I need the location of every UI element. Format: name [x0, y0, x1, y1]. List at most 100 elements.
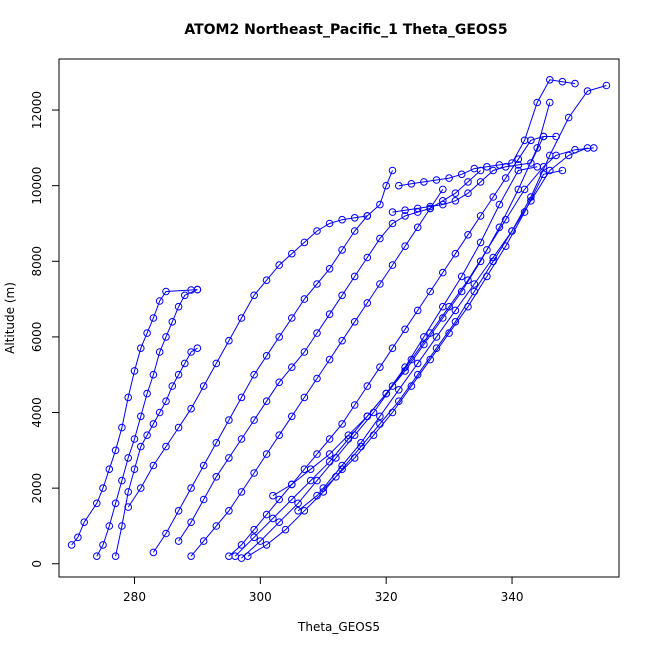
data-point	[451, 249, 460, 258]
data-point	[93, 552, 101, 561]
data-point	[420, 178, 428, 186]
series-13	[294, 166, 567, 515]
data-point	[350, 227, 359, 235]
data-point	[583, 87, 592, 95]
data-point	[395, 181, 403, 190]
data-point	[137, 412, 145, 421]
data-point	[426, 287, 435, 296]
data-point	[250, 533, 258, 542]
data-point	[564, 151, 573, 160]
data-point	[546, 98, 554, 107]
data-point	[483, 246, 491, 254]
y-axis-label: Altitude (m)	[3, 282, 17, 354]
data-point	[288, 480, 296, 489]
data-point	[162, 333, 170, 341]
data-point	[401, 212, 409, 220]
data-point	[426, 204, 435, 213]
data-point	[300, 238, 309, 247]
data-point	[225, 336, 233, 345]
data-point	[489, 193, 498, 201]
series-5	[149, 166, 397, 557]
data-point	[426, 355, 435, 364]
data-point	[325, 435, 334, 443]
data-point	[168, 382, 177, 390]
data-point	[155, 348, 164, 356]
data-point	[439, 200, 447, 209]
data-point	[212, 359, 221, 368]
x-axis-label: Theta_GEOS5	[297, 620, 380, 634]
data-point	[93, 499, 101, 508]
data-point	[250, 370, 258, 379]
data-point	[382, 181, 391, 190]
data-point	[325, 219, 334, 228]
data-point	[464, 231, 472, 239]
data-point	[546, 151, 554, 160]
data-point	[319, 484, 328, 492]
plot-frame	[58, 58, 620, 578]
data-point	[118, 522, 126, 530]
data-point	[325, 265, 334, 273]
data-point	[105, 465, 114, 474]
data-point	[439, 268, 447, 277]
data-point	[520, 208, 529, 216]
data-point	[376, 412, 384, 421]
data-point	[558, 166, 567, 175]
data-point	[111, 446, 120, 455]
data-point	[193, 344, 202, 353]
data-point	[212, 522, 221, 530]
data-point	[426, 329, 435, 337]
data-point	[489, 253, 498, 262]
data-point	[388, 344, 397, 353]
data-point	[275, 378, 284, 387]
data-point	[495, 200, 504, 209]
series-line	[398, 79, 576, 187]
data-point	[269, 491, 277, 500]
data-point	[369, 431, 378, 440]
data-point	[275, 518, 284, 527]
data-point	[124, 503, 132, 511]
series-16	[395, 76, 579, 190]
data-point	[483, 272, 491, 281]
data-point	[187, 552, 195, 561]
data-point	[401, 363, 409, 372]
data-point	[457, 170, 466, 179]
data-point	[162, 397, 170, 406]
x-tick-label: 320	[375, 590, 398, 604]
data-point	[130, 367, 139, 375]
series-7	[187, 185, 447, 561]
data-point	[407, 180, 416, 188]
data-point	[225, 507, 233, 515]
data-point	[432, 333, 441, 341]
data-point	[501, 215, 510, 224]
data-point	[244, 552, 252, 561]
data-point	[546, 76, 554, 84]
data-point	[288, 249, 296, 258]
data-point	[99, 484, 107, 492]
data-point	[313, 491, 321, 500]
data-point	[439, 185, 447, 194]
data-point	[350, 401, 359, 409]
data-point	[262, 352, 271, 360]
data-point	[350, 318, 359, 326]
data-point	[520, 136, 529, 145]
data-point	[363, 253, 372, 262]
data-point	[149, 370, 158, 379]
data-point	[313, 476, 321, 485]
data-point	[483, 163, 491, 171]
data-point	[155, 297, 164, 305]
series-4	[124, 212, 372, 511]
series-line	[392, 136, 557, 213]
data-point	[313, 227, 321, 235]
data-point	[439, 302, 447, 311]
data-point	[363, 299, 372, 307]
data-point	[350, 272, 359, 281]
data-point	[143, 389, 151, 398]
data-point	[401, 325, 409, 334]
data-point	[269, 514, 277, 523]
data-point	[118, 476, 126, 485]
data-point	[514, 166, 523, 175]
data-point	[199, 537, 208, 545]
data-point	[388, 261, 397, 269]
data-point	[313, 280, 321, 288]
data-point	[74, 533, 82, 542]
